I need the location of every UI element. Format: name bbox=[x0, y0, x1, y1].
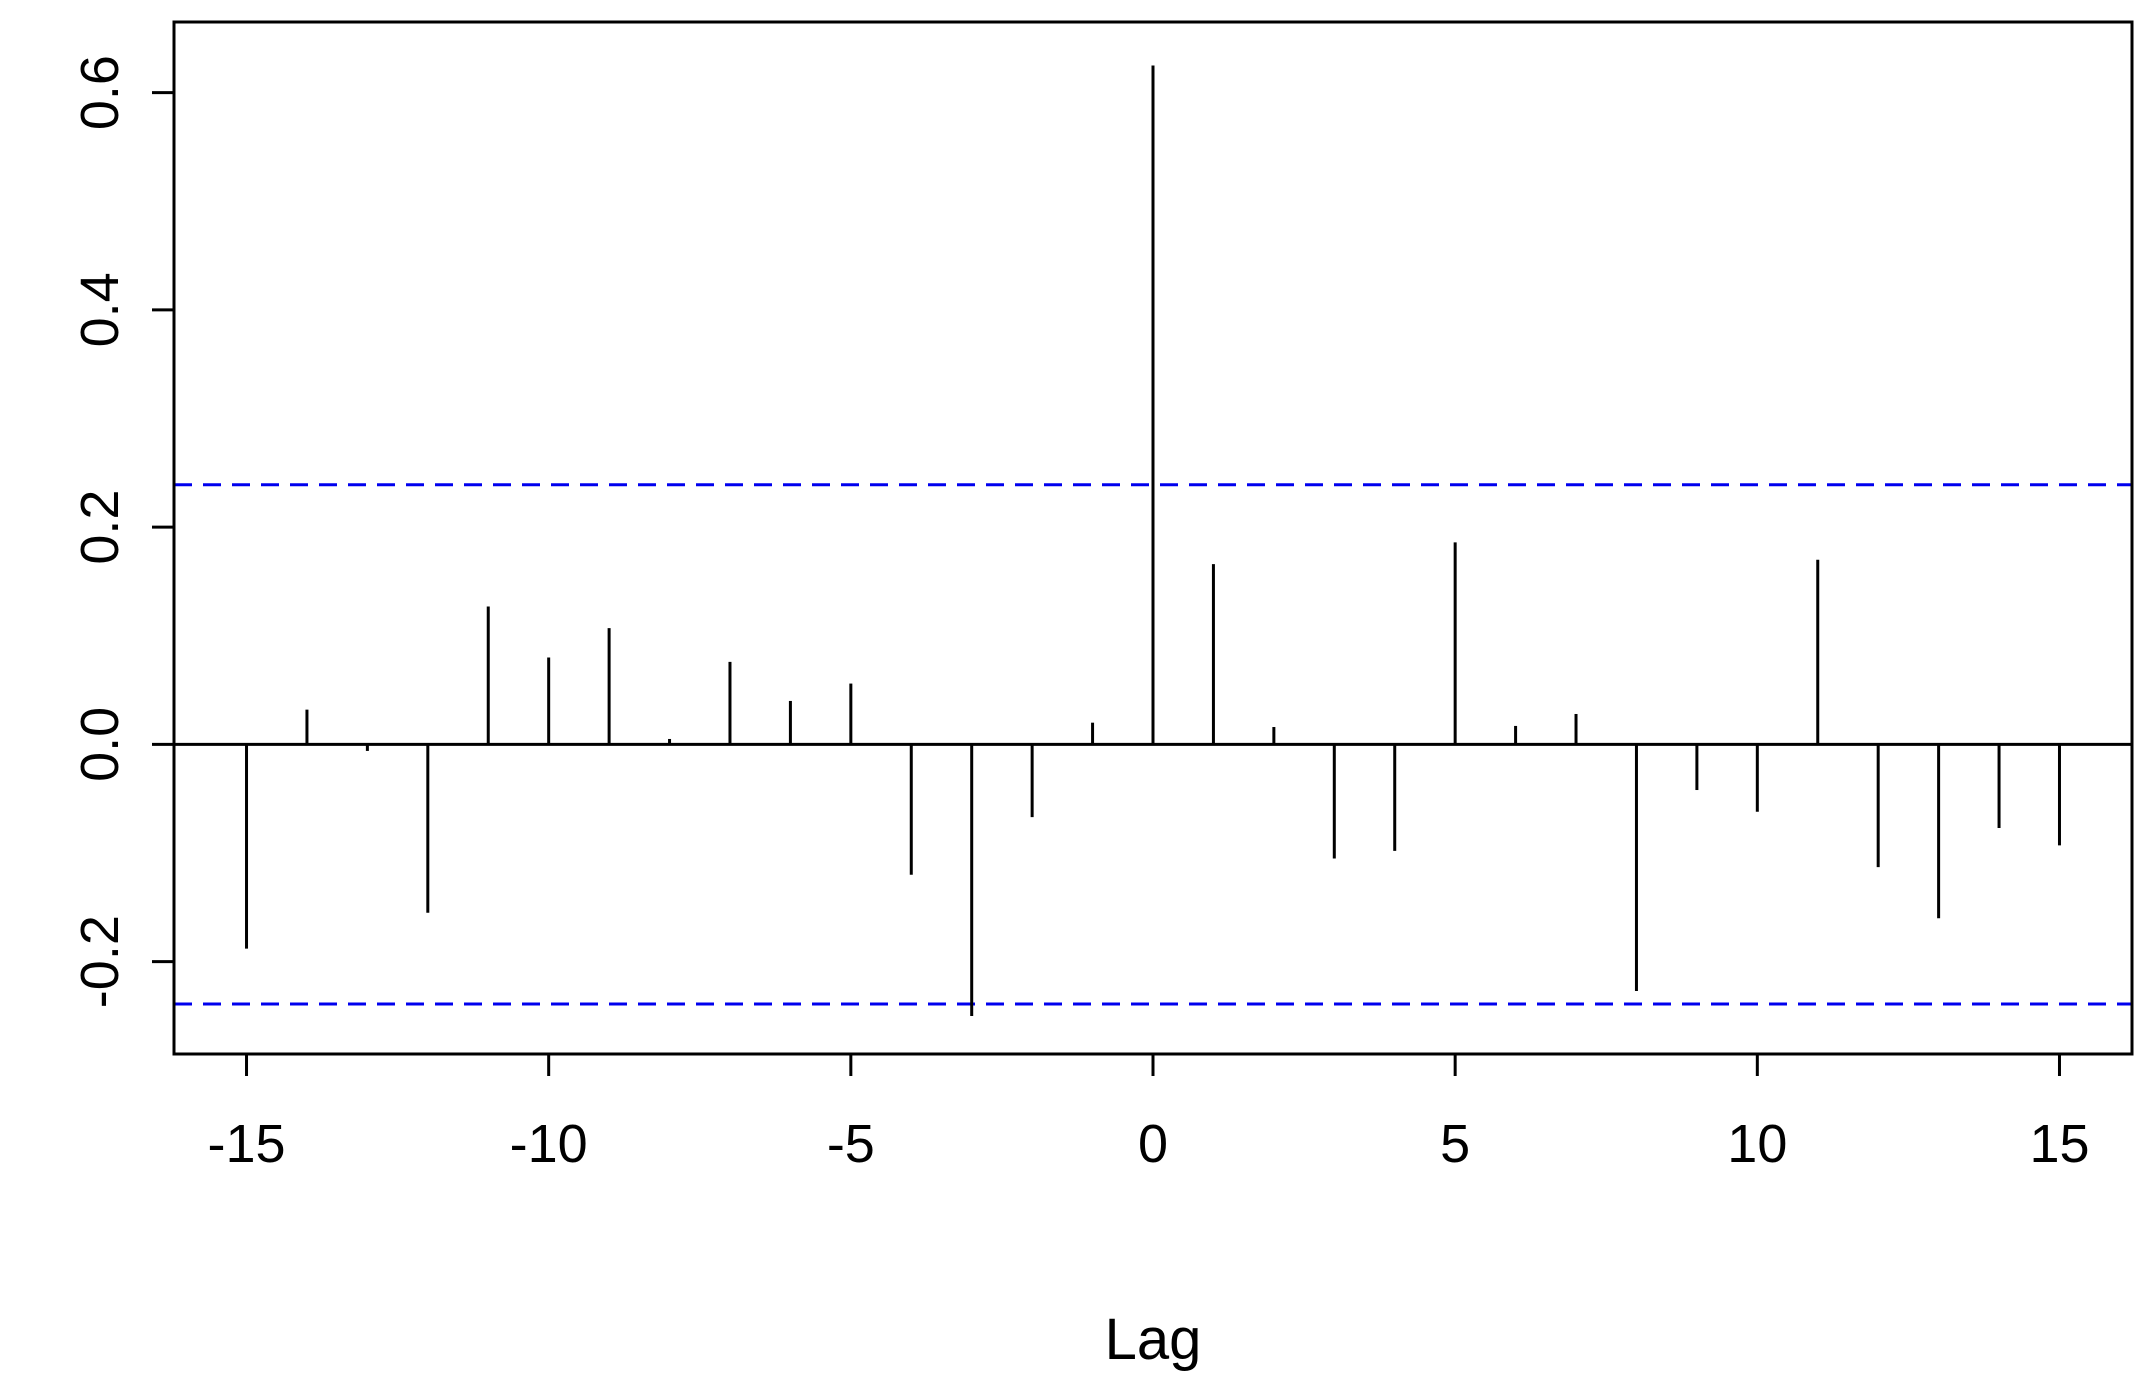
x-tick-label: -5 bbox=[827, 1114, 875, 1174]
x-tick-label: 5 bbox=[1440, 1114, 1470, 1174]
x-tick-label: 0 bbox=[1138, 1114, 1168, 1174]
y-tick-label: 0.4 bbox=[70, 272, 130, 347]
confidence-bounds bbox=[174, 483, 2132, 1006]
y-axis: -0.2 0.0 0.2 0.4 0.6 bbox=[70, 55, 174, 1008]
x-tick-label: -15 bbox=[207, 1114, 285, 1174]
x-tick-label: 10 bbox=[1727, 1114, 1787, 1174]
x-axis-label: Lag bbox=[1105, 1307, 1202, 1372]
x-tick-label: -10 bbox=[510, 1114, 588, 1174]
y-tick-label: 0.2 bbox=[70, 490, 130, 565]
plot-frame bbox=[172, 20, 2134, 1056]
x-axis: -15 -10 -5 0 5 10 15 bbox=[207, 1054, 2090, 1174]
acf-series bbox=[245, 65, 2061, 1016]
x-tick-label: 15 bbox=[2029, 1114, 2089, 1174]
y-tick-label: 0.0 bbox=[70, 707, 130, 782]
y-tick-label: -0.2 bbox=[70, 915, 130, 1008]
y-tick-label: 0.6 bbox=[70, 55, 130, 130]
